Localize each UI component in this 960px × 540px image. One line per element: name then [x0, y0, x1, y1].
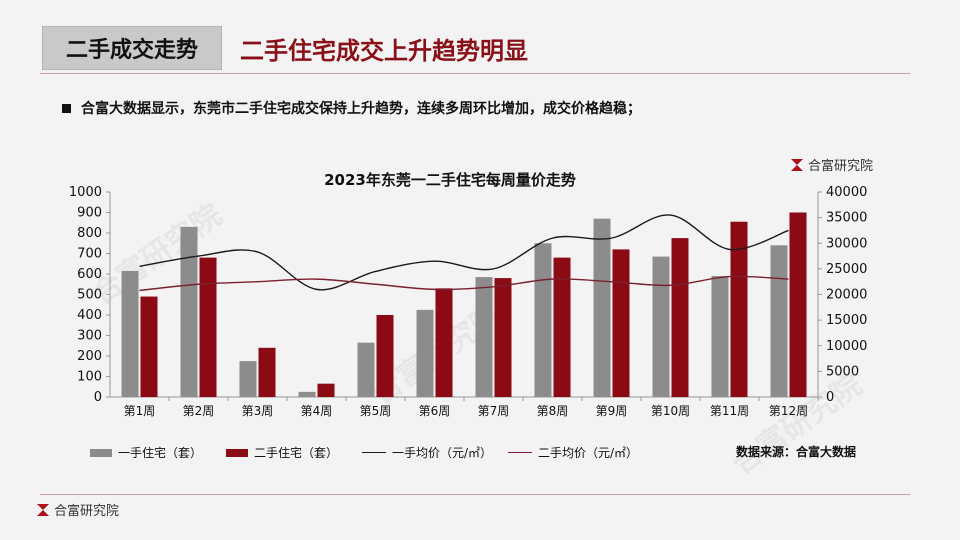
x-tick-label: 第3周 [242, 404, 274, 418]
y-left-tick-label: 600 [77, 267, 102, 282]
y-right-tick-label: 40000 [826, 185, 867, 200]
bar-second-units [199, 257, 217, 397]
bullet-square-icon [62, 103, 71, 113]
y-left-tick-label: 300 [77, 329, 102, 344]
x-tick-label: 第8周 [537, 404, 569, 418]
hopefluent-logo-icon [791, 158, 803, 171]
bar-new-units [180, 226, 198, 397]
bar-new-units [416, 309, 434, 397]
line-new-avg-price [139, 214, 789, 291]
y-left-tick-label: 100 [77, 370, 102, 385]
bar-new-units [121, 270, 139, 397]
x-tick-label: 第12周 [769, 404, 808, 418]
y-left-tick-label: 0 [94, 390, 102, 405]
data-source-note: 数据来源：合富大数据 [736, 445, 857, 459]
summary-text: 合富大数据显示，东莞市二手住宅成交保持上升趋势，连续多周环比增加，成交价格趋稳； [81, 101, 641, 117]
bar-second-units [671, 238, 689, 397]
bar-second-units [435, 288, 453, 397]
y-right-tick-label: 25000 [826, 262, 867, 277]
x-tick-label: 第4周 [301, 404, 333, 418]
y-left-tick-label: 800 [77, 226, 102, 241]
legend-label: 一手均价（元/㎡） [392, 446, 493, 460]
bar-second-units [376, 315, 394, 397]
section-tag: 二手成交走势 [42, 26, 222, 70]
legend-new-price: 一手均价（元/㎡） [362, 444, 492, 461]
legend-swatch [90, 448, 112, 457]
bar-second-units [494, 278, 512, 397]
legend-new-units: 一手住宅（套） [90, 444, 202, 461]
y-right-tick-label: 5000 [826, 364, 859, 379]
y-right-tick-label: 10000 [826, 339, 867, 354]
y-left-tick-label: 400 [77, 308, 102, 323]
y-right-tick-label: 0 [826, 390, 834, 405]
summary-bullet: 合富大数据显示，东莞市二手住宅成交保持上升趋势，连续多周环比增加，成交价格趋稳； [62, 98, 641, 118]
y-left-tick-label: 200 [77, 349, 102, 364]
y-right-tick-label: 35000 [826, 211, 867, 226]
bar-second-units [789, 212, 807, 397]
legend-swatch [362, 452, 386, 453]
brand-badge-bottom: 合富研究院 [36, 500, 119, 519]
chart-title: 2023年东莞一二手住宅每周量价走势 [324, 171, 576, 189]
legend-label: 二手住宅（套） [254, 446, 339, 460]
y-left-tick-label: 900 [77, 206, 102, 221]
y-right-tick-label: 15000 [826, 313, 867, 328]
bar-new-units [357, 342, 375, 397]
x-tick-label: 第11周 [710, 404, 749, 418]
legend-second-units: 二手住宅（套） [226, 444, 338, 461]
x-tick-label: 第6周 [419, 404, 451, 418]
line-second-avg-price [139, 275, 789, 292]
y-left-tick-label: 500 [77, 288, 102, 303]
x-tick-label: 第9周 [596, 404, 628, 418]
brand-name: 合富研究院 [808, 159, 874, 174]
bar-new-units [475, 277, 493, 397]
bar-new-units [298, 391, 316, 397]
header-divider [40, 73, 910, 74]
bar-second-units [258, 347, 276, 397]
y-left-tick-label: 700 [77, 247, 102, 262]
legend-label: 一手住宅（套） [118, 446, 203, 460]
x-tick-label: 第10周 [651, 404, 690, 418]
bar-second-units [140, 296, 158, 397]
bar-new-units [652, 256, 670, 397]
x-tick-label: 第1周 [124, 404, 156, 418]
bar-new-units [534, 243, 552, 397]
bar-new-units [770, 245, 788, 397]
hopefluent-logo-icon [37, 503, 49, 516]
y-right-tick-label: 30000 [826, 236, 867, 251]
y-left-tick-label: 1000 [69, 185, 102, 200]
bar-new-units [239, 361, 257, 397]
x-tick-label: 第5周 [360, 404, 392, 418]
bar-second-units [553, 257, 571, 397]
bar-new-units [711, 276, 729, 397]
bar-second-units [317, 383, 335, 397]
footer-divider [40, 494, 910, 495]
legend-second-price: 二手均价（元/㎡） [508, 444, 638, 461]
bar-second-units [730, 221, 748, 397]
y-right-tick-label: 20000 [826, 288, 867, 303]
x-tick-label: 第7周 [478, 404, 510, 418]
legend-swatch [226, 448, 248, 457]
legend-label: 二手均价（元/㎡） [538, 446, 639, 460]
x-tick-label: 第2周 [183, 404, 215, 418]
page-headline: 二手住宅成交上升趋势明显 [240, 36, 528, 65]
bar-new-units [593, 218, 611, 397]
brand-name: 合富研究院 [54, 504, 120, 519]
brand-badge-top: 合富研究院 [790, 155, 873, 174]
bar-second-units [612, 249, 630, 397]
legend-swatch [508, 452, 532, 453]
